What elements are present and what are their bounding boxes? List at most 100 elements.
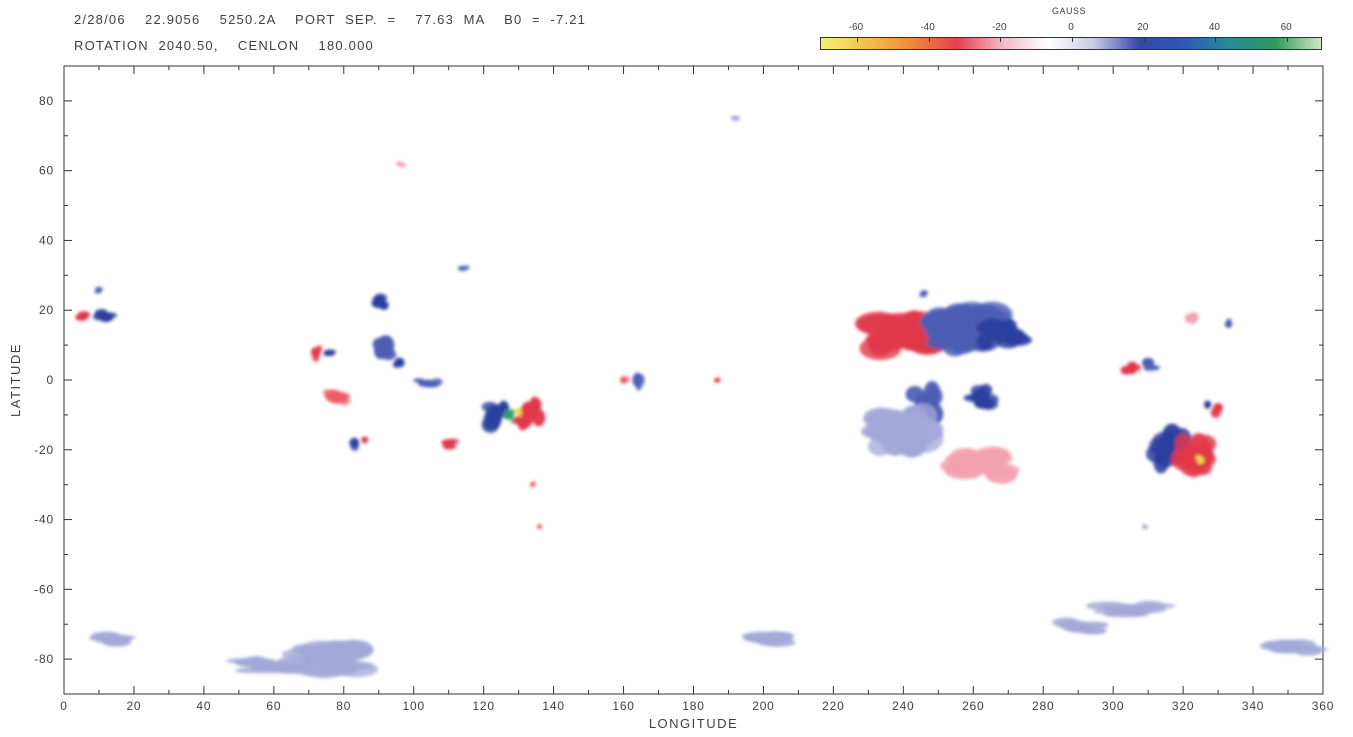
field-feature-core: [485, 405, 503, 425]
y-tick-label: 60: [39, 164, 54, 178]
colorbar-tick-mark: [1215, 37, 1217, 42]
field-feature-core: [970, 390, 991, 405]
colorbar-tick-label: 20: [1137, 22, 1149, 33]
y-axis-title: LATITUDE: [8, 343, 23, 417]
field-feature-core: [349, 437, 360, 448]
field-feature-core: [960, 453, 1000, 474]
field-feature-core: [1196, 456, 1205, 464]
field-feature-core: [323, 349, 336, 355]
field-feature-core: [394, 357, 405, 368]
colorbar-title: GAUSS: [1052, 6, 1087, 16]
colorbar-gradient: [821, 38, 1321, 49]
y-tick-label: 0: [47, 373, 54, 387]
field-feature-core: [98, 312, 114, 323]
field-feature-core: [1063, 622, 1093, 633]
x-tick-label: 40: [196, 699, 211, 713]
x-tick-label: 120: [472, 699, 494, 713]
field-feature-core: [377, 335, 395, 355]
field-feature-core: [361, 436, 369, 442]
x-tick-label: 60: [266, 699, 281, 713]
field-feature-core: [441, 439, 457, 447]
field-feature-core: [1124, 364, 1137, 375]
x-tick-label: 160: [612, 699, 634, 713]
field-feature-core: [986, 321, 1016, 342]
field-feature-core: [530, 482, 536, 488]
x-tick-label: 80: [336, 699, 351, 713]
header-line-2: ROTATION 2040.50, CENLON 180.000: [74, 38, 374, 53]
field-feature-core: [101, 636, 132, 647]
field-feature-core: [1203, 400, 1212, 409]
field-feature-core: [327, 391, 347, 404]
field-feature-core: [881, 322, 926, 347]
field-feature-core: [310, 347, 321, 357]
field-feature-core: [1181, 444, 1206, 469]
field-feature-core: [1213, 403, 1223, 413]
y-tick-label: -20: [34, 443, 54, 457]
field-feature-core: [417, 379, 438, 388]
y-tick-label: -80: [34, 652, 54, 666]
x-tick-label: 0: [60, 699, 67, 713]
colorbar-tick-label: -60: [848, 22, 864, 33]
x-tick-label: 300: [1102, 699, 1124, 713]
x-tick-label: 100: [403, 699, 425, 713]
y-tick-label: -40: [34, 513, 54, 527]
colorbar: [820, 37, 1322, 50]
colorbar-tick-mark: [1072, 37, 1073, 42]
field-features: [75, 115, 1329, 679]
field-feature-core: [1106, 605, 1156, 616]
colorbar-tick-mark: [1143, 37, 1145, 42]
field-feature-core: [1142, 524, 1148, 529]
header-line-1: 2/28/06 22.9056 5250.2A PORT SEP. = 77.6…: [74, 12, 587, 27]
x-tick-label: 340: [1242, 699, 1264, 713]
field-feature-core: [1142, 357, 1155, 368]
colorbar-tick-label: 40: [1208, 22, 1220, 33]
y-tick-label: -60: [34, 582, 54, 596]
y-tick-label: 80: [39, 94, 54, 108]
colorbar-tick-label: 0: [1068, 22, 1074, 33]
field-feature-core: [75, 313, 88, 321]
field-feature-core: [743, 633, 784, 644]
plot-frame: [63, 65, 1324, 695]
field-feature-core: [396, 161, 404, 167]
x-tick-label: 140: [542, 699, 564, 713]
field-feature-core: [920, 290, 928, 296]
x-axis-title: LONGITUDE: [649, 716, 738, 731]
y-tick-label: 20: [39, 303, 54, 317]
field-feature-core: [730, 115, 741, 121]
x-tick-label: 280: [1032, 699, 1054, 713]
x-tick-label: 260: [962, 699, 984, 713]
colorbar-tick-mark: [1000, 37, 1002, 42]
x-tick-label: 200: [752, 699, 774, 713]
field-feature-core: [1188, 312, 1199, 323]
colorbar-tick-mark: [1287, 37, 1289, 42]
field-feature-core: [515, 407, 522, 416]
x-tick-label: 320: [1172, 699, 1194, 713]
x-tick-label: 20: [126, 699, 141, 713]
colorbar-tick-label: -20: [992, 22, 1007, 33]
field-feature: [976, 332, 994, 350]
colorbar-tick-label: 60: [1280, 22, 1292, 33]
field-feature-core: [95, 286, 103, 292]
x-tick-label: 360: [1312, 699, 1334, 713]
field-feature-core: [249, 661, 299, 671]
field-feature-core: [520, 401, 538, 422]
colorbar-tick-mark: [856, 37, 858, 42]
field-feature-core: [881, 417, 926, 447]
x-tick-label: 240: [892, 699, 914, 713]
y-tick-label: 40: [39, 233, 54, 247]
field-feature-core: [941, 313, 991, 343]
field-feature-core: [537, 524, 543, 529]
field-feature: [1149, 365, 1160, 371]
field-feature-core: [305, 649, 355, 669]
field-feature-core: [371, 298, 387, 309]
field-feature-core: [632, 372, 643, 388]
x-tick-label: 220: [822, 699, 844, 713]
field-feature-core: [503, 410, 513, 420]
field-feature-core: [619, 376, 628, 384]
x-tick-label: 180: [682, 699, 704, 713]
field-feature-core: [457, 265, 468, 271]
colorbar-tick-label: -40: [920, 22, 935, 33]
field-feature-core: [715, 377, 721, 383]
axes: 0 20 40 60 80 100 120 140 160 180 200 220 240 260 280 3…: [34, 65, 1334, 713]
